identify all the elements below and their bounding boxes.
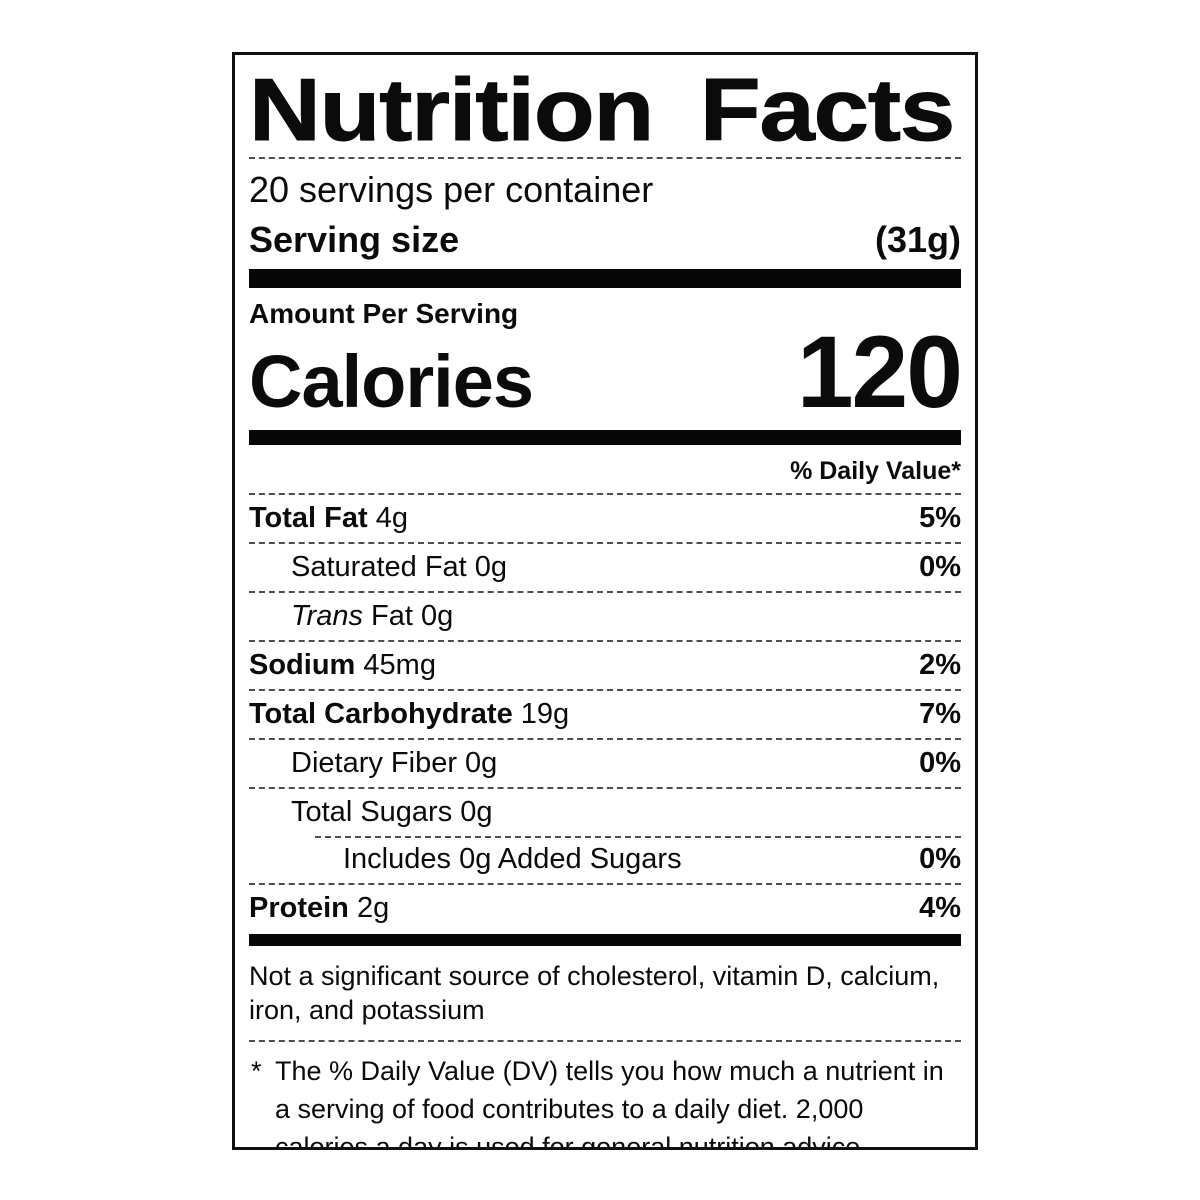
serving-size-label: Serving size [249, 219, 460, 260]
calories-value: 120 [796, 315, 963, 429]
daily-value-footnote: * The % Daily Value (DV) tells you how m… [249, 1042, 961, 1150]
footnote-divider [249, 1040, 961, 1042]
nutrient-name-amount: Total Fat 4g [249, 502, 409, 534]
calories-label: Calories [249, 340, 534, 423]
footnote-text: The % Daily Value (DV) tells you how muc… [275, 1056, 944, 1150]
section-bar-small [249, 934, 961, 946]
nutrient-name-amount: Saturated Fat 0g [291, 551, 508, 583]
nutrient-row-total-sugars: Total Sugars 0g [249, 787, 961, 836]
nutrient-daily-value: 0% [919, 843, 961, 875]
nutrition-facts-label: Nutrition Facts 20 servings per containe… [232, 52, 978, 1150]
serving-size-row: Serving size (31g) [249, 217, 961, 263]
not-significant-note: Not a significant source of cholesterol,… [249, 961, 940, 1025]
nutrient-daily-value: 0% [919, 551, 961, 583]
footnote-asterisk: * [251, 1056, 262, 1086]
nutrient-row-total-carbohydrate: Total Carbohydrate 19g 7% [249, 689, 961, 738]
nutrient-name-amount: Trans Fat 0g [291, 600, 454, 632]
nutrient-row-trans-fat: Trans Fat 0g [249, 591, 961, 640]
section-bar-medium [249, 430, 961, 445]
label-title: Nutrition Facts [248, 60, 955, 159]
daily-value-header: % Daily Value* [790, 457, 961, 485]
serving-size-value: (31g) [874, 219, 961, 260]
section-bar-thick [249, 269, 961, 288]
servings-per-container: 20 servings per container [249, 169, 654, 210]
nutrient-row-dietary-fiber: Dietary Fiber 0g 0% [249, 738, 961, 787]
amount-per-serving-label: Amount Per Serving [249, 298, 519, 329]
nutrient-row-protein: Protein 2g 4% [249, 883, 961, 932]
nutrient-daily-value: 4% [919, 892, 961, 924]
nutrient-daily-value: 5% [919, 502, 961, 534]
nutrient-row-saturated-fat: Saturated Fat 0g 0% [249, 542, 961, 591]
nutrient-row-sodium: Sodium 45mg 2% [249, 640, 961, 689]
nutrient-name-amount: Total Sugars 0g [291, 796, 493, 828]
calories-row: Calories 120 [249, 315, 963, 429]
nutrient-rows: Total Fat 4g 5% Saturated Fat 0g 0% Trans Fa… [249, 493, 961, 932]
nutrient-daily-value: 0% [919, 747, 961, 779]
nutrient-name-amount: Sodium 45mg [249, 649, 436, 681]
nutrient-row-includes-0g-added-sugars: Includes 0g Added Sugars 0% [249, 836, 961, 883]
nutrient-name-amount: Dietary Fiber 0g [291, 747, 498, 779]
nutrient-daily-value: 7% [919, 698, 961, 730]
nutrient-name-amount: Protein 2g [249, 892, 390, 924]
nutrient-name-amount: Includes 0g Added Sugars [343, 843, 682, 875]
nutrient-daily-value: 2% [919, 649, 961, 681]
nutrient-row-total-fat: Total Fat 4g 5% [249, 493, 961, 542]
title-divider [249, 157, 961, 159]
nutrient-name-amount: Total Carbohydrate 19g [249, 698, 570, 730]
